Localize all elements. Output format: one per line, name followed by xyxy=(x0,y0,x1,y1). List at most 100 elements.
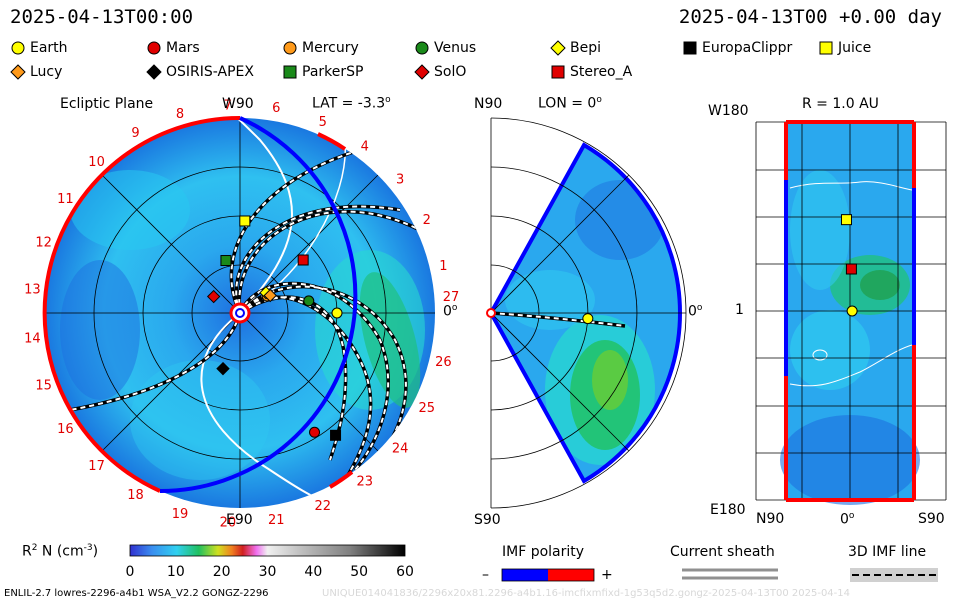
ecliptic-tick-23: 23 xyxy=(357,475,374,490)
shell-x-right: S90 xyxy=(918,511,945,527)
colorbar-tick-60: 60 xyxy=(396,564,414,580)
ecliptic-tick-13: 13 xyxy=(24,283,41,298)
colorbar-tick-20: 20 xyxy=(213,564,231,580)
meridional-body-markers xyxy=(582,313,594,325)
ecliptic-tick-19: 19 xyxy=(172,507,189,522)
legend-solo-label: SolO xyxy=(434,64,467,80)
ecliptic-tick-27: 27 xyxy=(443,290,460,305)
ecliptic-tick-9: 9 xyxy=(131,126,139,141)
shell-map-panel xyxy=(755,120,947,505)
marker-europaclippr xyxy=(330,429,342,441)
ecliptic-lat-label: LAT = -3.3o xyxy=(312,95,391,112)
shell-x-left: N90 xyxy=(756,511,785,527)
ecliptic-tick-1: 1 xyxy=(439,259,447,274)
marker-lucy xyxy=(263,288,277,303)
colorbar-ticks: 0 10 20 30 40 50 60 xyxy=(126,564,414,580)
footer-model-info: ENLIL-2.7 lowres-2296-a4b1 WSA_V2.2 GONG… xyxy=(4,588,269,599)
ecliptic-top-label: W90 xyxy=(222,96,254,112)
colorbar-tick-50: 50 xyxy=(350,564,368,580)
imf-minus-label: – xyxy=(482,567,489,583)
meridional-right-label: 0o xyxy=(688,303,703,320)
meridional-bottom-label: S90 xyxy=(474,512,501,528)
marker-venus xyxy=(303,295,315,307)
imf-negative-bar xyxy=(502,569,548,581)
ecliptic-tick-2: 2 xyxy=(423,213,431,228)
imf-polarity-title: IMF polarity xyxy=(502,544,585,560)
marker-juice xyxy=(840,214,852,226)
legend-stereoa-label: Stereo_A xyxy=(570,64,633,80)
ecliptic-tick-11: 11 xyxy=(57,192,74,207)
ecliptic-tick-20: 20 xyxy=(220,516,237,531)
marker-osiris-apex xyxy=(216,361,230,376)
ecliptic-body-markers xyxy=(206,215,343,441)
right-timestamp: 2025-04-13T00 +0.00 day xyxy=(678,6,942,28)
legend-venus-label: Venus xyxy=(434,40,477,56)
left-timestamp: 2025-04-13T00:00 xyxy=(10,6,194,28)
ecliptic-bottom-label: E90 xyxy=(226,512,253,528)
meridional-plane-panel xyxy=(486,117,687,509)
marker-solo xyxy=(206,289,221,304)
ecliptic-tick-16: 16 xyxy=(57,422,74,437)
marker-juice xyxy=(239,215,251,227)
ecliptic-tick-5: 5 xyxy=(319,115,327,130)
marker-earth xyxy=(846,305,858,317)
marker-stereo-a xyxy=(297,254,309,266)
meridional-lon-label: LON = 0o xyxy=(538,95,602,112)
marker-earth xyxy=(582,313,594,325)
density-colorbar xyxy=(129,544,406,557)
colorbar-tick-30: 30 xyxy=(259,564,277,580)
shell-top-label: W180 xyxy=(708,103,749,119)
ecliptic-tick-18: 18 xyxy=(127,488,144,503)
ecliptic-right-label: 0o xyxy=(443,303,458,320)
legend-mars-label: Mars xyxy=(166,40,200,56)
marker-mars xyxy=(309,426,321,438)
colorbar-tick-10: 10 xyxy=(167,564,185,580)
marker-earth xyxy=(331,307,343,319)
marker-stereo-a xyxy=(845,263,857,275)
shell-mid-label: 1 xyxy=(735,302,744,318)
ecliptic-tick-15: 15 xyxy=(35,378,52,393)
legend-lucy-label: Lucy xyxy=(30,64,63,80)
ecliptic-tick-4: 4 xyxy=(361,139,369,154)
ecliptic-tick-14: 14 xyxy=(24,331,41,346)
ecliptic-tick-17: 17 xyxy=(88,459,105,474)
current-sheath-title: Current sheath xyxy=(670,544,775,560)
ecliptic-title: Ecliptic Plane xyxy=(60,96,154,112)
shell-r-label: R = 1.0 AU xyxy=(802,96,879,112)
legend-juice-label: Juice xyxy=(838,40,872,56)
ecliptic-tick-3: 3 xyxy=(396,173,404,188)
imf-line-title: 3D IMF line xyxy=(848,544,927,560)
imf-plus-label: + xyxy=(601,567,613,583)
footer-run-id: UNIQUE014041836/2296x20x81.2296-a4b1.16-… xyxy=(322,588,851,599)
marker-parkersp xyxy=(220,255,232,267)
imf-line-legend xyxy=(850,568,938,582)
shell-x-mid: 0o xyxy=(840,511,855,528)
current-sheath-legend xyxy=(680,566,780,582)
ecliptic-tick-7: 7 xyxy=(224,98,232,113)
ecliptic-tick-21: 21 xyxy=(268,513,285,528)
ecliptic-tick-25: 25 xyxy=(418,401,435,416)
shell-bottom-label: E180 xyxy=(710,502,746,518)
shell-body-markers xyxy=(840,214,858,317)
ecliptic-tick-8: 8 xyxy=(176,107,184,122)
ecliptic-tick-10: 10 xyxy=(88,155,105,170)
legend-europaclippr-label: EuropaClippr xyxy=(702,40,793,56)
ecliptic-tick-6: 6 xyxy=(272,101,280,116)
ecliptic-tick-22: 22 xyxy=(315,499,332,514)
ecliptic-tick-12: 12 xyxy=(35,236,52,251)
legend-osiris-label: OSIRIS-APEX xyxy=(166,64,254,80)
imf-positive-bar xyxy=(548,569,594,581)
ecliptic-tick-24: 24 xyxy=(392,441,409,456)
colorbar-tick-0: 0 xyxy=(126,564,135,580)
meridional-top-label: N90 xyxy=(474,96,503,112)
colorbar-label: R2 N (cm-3) xyxy=(22,543,99,560)
legend-parkersp-label: ParkerSP xyxy=(302,64,364,80)
legend-bepi-label: Bepi xyxy=(570,40,601,56)
legend-earth-label: Earth xyxy=(30,40,68,56)
ecliptic-tick-26: 26 xyxy=(435,355,452,370)
colorbar-tick-40: 40 xyxy=(304,564,322,580)
legend-mercury-label: Mercury xyxy=(302,40,359,56)
